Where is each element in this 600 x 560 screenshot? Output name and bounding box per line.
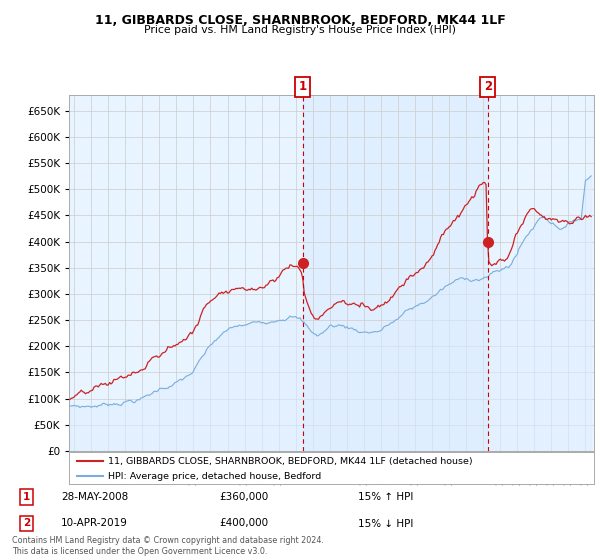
- Text: £360,000: £360,000: [220, 492, 269, 502]
- Text: Contains HM Land Registry data © Crown copyright and database right 2024.
This d: Contains HM Land Registry data © Crown c…: [12, 536, 324, 556]
- Text: 1: 1: [298, 80, 307, 94]
- Text: 10-APR-2019: 10-APR-2019: [61, 519, 128, 529]
- Text: £400,000: £400,000: [220, 519, 268, 529]
- Text: HPI: Average price, detached house, Bedford: HPI: Average price, detached house, Bedf…: [109, 472, 322, 481]
- Text: 15% ↑ HPI: 15% ↑ HPI: [358, 492, 413, 502]
- Text: Price paid vs. HM Land Registry's House Price Index (HPI): Price paid vs. HM Land Registry's House …: [144, 25, 456, 35]
- Text: 28-MAY-2008: 28-MAY-2008: [61, 492, 128, 502]
- Text: 2: 2: [23, 519, 30, 529]
- Text: 11, GIBBARDS CLOSE, SHARNBROOK, BEDFORD, MK44 1LF: 11, GIBBARDS CLOSE, SHARNBROOK, BEDFORD,…: [95, 14, 505, 27]
- Text: 2: 2: [484, 80, 492, 94]
- Text: 11, GIBBARDS CLOSE, SHARNBROOK, BEDFORD, MK44 1LF (detached house): 11, GIBBARDS CLOSE, SHARNBROOK, BEDFORD,…: [109, 456, 473, 465]
- Text: 1: 1: [23, 492, 30, 502]
- Bar: [302, 95, 488, 451]
- Text: 15% ↓ HPI: 15% ↓ HPI: [358, 519, 413, 529]
